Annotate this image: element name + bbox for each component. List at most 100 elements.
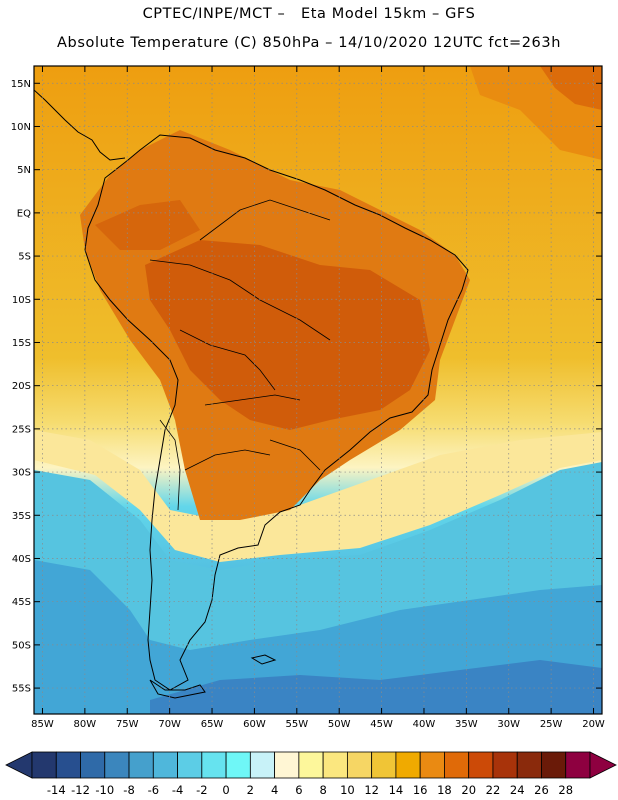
country-borders	[149, 199, 331, 511]
colorbar-tick-label: -10	[95, 783, 114, 797]
lat-tick-label: 30S	[12, 468, 31, 479]
colorbar-swatch	[565, 751, 591, 779]
colorbar-tick-label: -14	[47, 783, 66, 797]
colorbar-tick-label: 16	[413, 783, 428, 797]
central-america-coastline	[34, 89, 126, 161]
lat-tick-label: 50S	[12, 640, 31, 651]
lat-tick-label: 10N	[11, 122, 31, 133]
lon-tick-label: 45W	[370, 719, 393, 730]
border-line	[149, 259, 331, 341]
colorbar-swatch	[444, 751, 470, 779]
colorbar-tick-label: -6	[148, 783, 159, 797]
tierra-del-fuego	[149, 679, 206, 699]
lat-tick-label: 15S	[12, 338, 31, 349]
lon-tick-label: 65W	[201, 719, 224, 730]
lon-tick-label: 60W	[243, 719, 266, 730]
colorbar-swatch	[274, 751, 300, 779]
warm-front-band	[34, 430, 602, 562]
lat-tick-label: 45S	[12, 597, 31, 608]
colorbar-tick-label: -8	[123, 783, 134, 797]
colorbar-swatch	[80, 751, 106, 779]
colorbar-tick-label: -4	[172, 783, 183, 797]
lon-tick-label: 55W	[285, 719, 308, 730]
colorbar-swatch	[249, 751, 276, 779]
lat-tick-label: 10S	[12, 295, 31, 306]
map-frame	[33, 65, 603, 715]
colorbar-swatch	[201, 751, 227, 779]
lon-tick-label: 75W	[116, 719, 139, 730]
colorbar-swatch	[55, 751, 81, 779]
lon-tick-label: 25W	[540, 719, 563, 730]
colorbar-swatch	[177, 751, 203, 779]
lat-tick-label: 20S	[12, 381, 31, 392]
border-line	[199, 199, 331, 241]
border-line	[179, 329, 276, 391]
falkland-islands	[250, 654, 277, 665]
colorbar-tick-label: 0	[222, 783, 229, 797]
colorbar-swatch	[492, 751, 518, 779]
longitude-axis: 85W 80W 75W 70W 65W 60W 55W 50W 45W 40W 35W 30W 25W 2…	[31, 66, 605, 730]
colorbar-swatch	[419, 751, 445, 779]
lat-tick-label: 5S	[18, 252, 31, 263]
lat-tick-label: 5N	[17, 165, 31, 176]
continental-hot-area	[145, 240, 430, 430]
continental-hot-area-north	[95, 200, 200, 250]
colorbar-tick-label: 6	[295, 783, 302, 797]
border-line	[204, 394, 301, 406]
colorbar-tick-label: 14	[389, 783, 404, 797]
colorbar-tick-label: 2	[247, 783, 254, 797]
lat-tick-label: 35S	[12, 511, 31, 522]
map-title-line-2: Absolute Temperature (C) 850hPa – 14/10/…	[57, 35, 561, 51]
lon-tick-label: 20W	[582, 719, 605, 730]
lon-tick-label: 80W	[74, 719, 97, 730]
colorbar-swatch	[128, 751, 154, 779]
colorbar-swatch	[225, 751, 251, 779]
colorbar-swatch	[322, 751, 348, 779]
border-line	[269, 439, 321, 471]
colorbar-swatch	[104, 751, 130, 779]
colorbar-over-triangle	[589, 751, 617, 779]
border-line	[159, 419, 181, 511]
temperature-colorbar: -14 -12 -10 -8 -6 -4 -2 0 2 4 6 8 10 12 14 16 18 20 22 24 26…	[5, 751, 617, 797]
lon-tick-label: 50W	[328, 719, 351, 730]
map-title-line-1: CPTEC/INPE/MCT – Eta Model 15km – GFS	[142, 6, 476, 22]
colorbar-tick-label: 12	[364, 783, 379, 797]
lon-tick-label: 30W	[497, 719, 520, 730]
colorbar-under-triangle	[5, 751, 33, 779]
border-line	[184, 449, 271, 471]
lat-tick-label: EQ	[17, 208, 31, 219]
colorbar-tick-label: -2	[196, 783, 207, 797]
colorbar-tick-label: 8	[319, 783, 326, 797]
south-america-coastline	[84, 134, 469, 691]
latitude-axis: 15N 10N 5N EQ 5S 10S 15S 20S 25S 30S 35S 40S 45S 50S 5…	[11, 79, 602, 695]
lon-tick-label: 35W	[455, 719, 478, 730]
lat-tick-label: 15N	[11, 79, 31, 90]
colorbar-swatch	[468, 751, 494, 779]
colorbar-tick-label: 26	[534, 783, 549, 797]
lat-tick-label: 25S	[12, 424, 31, 435]
colorbar-tick-label: -12	[71, 783, 90, 797]
temperature-field	[34, 66, 602, 714]
lon-tick-label: 40W	[413, 719, 436, 730]
colorbar-swatch	[152, 751, 178, 779]
warm-ocean-core	[540, 66, 602, 110]
temperature-map: 15N 10N 5N EQ 5S 10S 15S 20S 25S 30S 35S 40S 45S 50S 5…	[11, 65, 605, 730]
colorbar-labels: -14 -12 -10 -8 -6 -4 -2 0 2 4 6 8 10 12 14 16 18 20 22 24 26…	[47, 783, 573, 797]
colorbar-swatch	[346, 751, 373, 779]
lon-tick-label: 70W	[158, 719, 181, 730]
colorbar-tick-label: 18	[437, 783, 452, 797]
lat-tick-label: 40S	[12, 554, 31, 565]
colorbar-tick-label: 4	[271, 783, 278, 797]
colorbar-tick-label: 20	[461, 783, 476, 797]
colorbar-tick-label: 28	[558, 783, 573, 797]
colorbar-swatch	[395, 751, 421, 779]
colorbar-swatch	[541, 751, 567, 779]
lat-tick-label: 55S	[12, 684, 31, 695]
colorbar-swatch	[371, 751, 397, 779]
colorbar-swatch	[516, 751, 542, 779]
colorbar-swatch	[31, 751, 57, 779]
colder-sea	[150, 660, 602, 714]
coastlines	[34, 89, 469, 699]
colorbar-swatches	[5, 751, 617, 779]
colorbar-swatch	[298, 751, 324, 779]
